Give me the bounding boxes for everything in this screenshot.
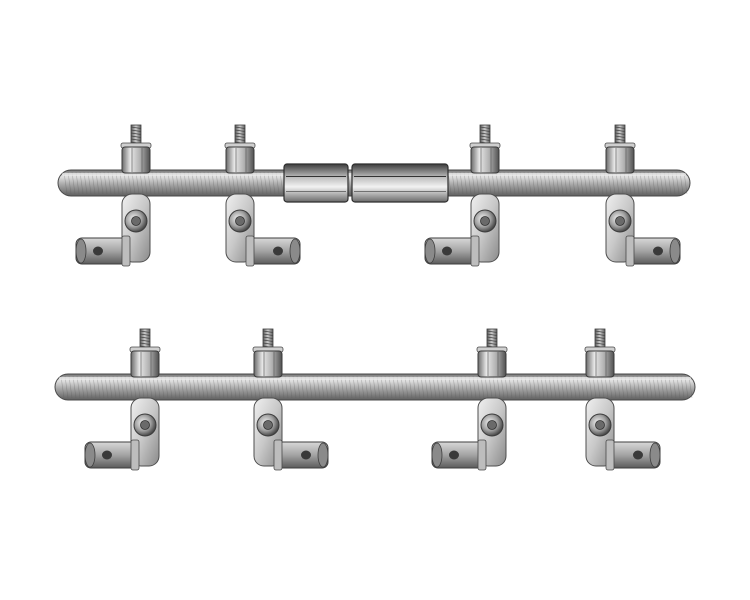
assembly-1-connector-1: [283, 163, 349, 203]
assembly-2-rod: [54, 373, 696, 401]
assembly-1-nut-4: [605, 146, 635, 174]
assembly-2-clamp-2-clamp-face: [317, 442, 329, 468]
assembly-1-clamp-1-clamp-collar: [121, 235, 131, 267]
fixator-assembly-2: [54, 328, 696, 471]
assembly-2-nut-3: [477, 350, 507, 378]
assembly-2-clamp-3-clamp-hole: [449, 450, 459, 460]
assembly-1-clamp-1-bolt-socket: [131, 216, 141, 226]
assembly-2-clamp-1: [84, 328, 161, 471]
assembly-2-clamp-3: [431, 328, 508, 471]
assembly-2-clamp-1-clamp-hole: [102, 450, 112, 460]
assembly-1-nut-2: [225, 146, 255, 174]
assembly-1-connector-2: [351, 163, 449, 203]
assembly-1-clamp-1-clamp-face: [75, 238, 87, 264]
assembly-2-clamp-3-clamp-collar: [477, 439, 487, 471]
assembly-1-clamp-3-clamp-face: [424, 238, 436, 264]
assembly-1-nut-1: [121, 146, 151, 174]
assembly-2-clamp-1-bolt-socket: [140, 420, 150, 430]
assembly-1-clamp-2-clamp-hole: [273, 246, 283, 256]
assembly-1-clamp-1-clamp-hole: [93, 246, 103, 256]
assembly-1-clamp-2-clamp-face: [289, 238, 301, 264]
assembly-2-nut-4: [585, 350, 615, 378]
assembly-2-clamp-2-clamp-hole: [301, 450, 311, 460]
assembly-2-clamp-1-clamp-face: [84, 442, 96, 468]
assembly-2-clamp-1-clamp-collar: [130, 439, 140, 471]
assembly-2-clamp-4-bolt-socket: [595, 420, 605, 430]
assembly-2-rod-highlight: [59, 377, 691, 380]
assembly-1-clamp-2: [224, 124, 301, 267]
assembly-2-clamp-3-clamp-face: [431, 442, 443, 468]
assembly-1-clamp-3-bolt-socket: [480, 216, 490, 226]
assembly-2-clamp-2-bolt-socket: [263, 420, 273, 430]
assembly-2-clamp-2: [252, 328, 329, 471]
assembly-1-clamp-2-bolt-socket: [235, 216, 245, 226]
assembly-1-clamp-4: [604, 124, 681, 267]
assembly-2-clamp-3-bolt-socket: [487, 420, 497, 430]
assembly-1-clamp-4-clamp-hole: [653, 246, 663, 256]
assembly-1-clamp-3-clamp-collar: [470, 235, 480, 267]
assembly-2-clamp-4-clamp-collar: [605, 439, 615, 471]
assembly-2-clamp-4: [584, 328, 661, 471]
assembly-1-clamp-3-clamp-hole: [442, 246, 452, 256]
fixator-assembly-1: [57, 124, 691, 267]
assembly-1-clamp-1: [75, 124, 152, 267]
assembly-2-nut-2: [253, 350, 283, 378]
assembly-1-clamp-4-bolt-socket: [615, 216, 625, 226]
assembly-1-clamp-4-clamp-collar: [625, 235, 635, 267]
assembly-2-clamp-4-clamp-face: [649, 442, 661, 468]
assembly-1-nut-3: [470, 146, 500, 174]
assembly-1-clamp-2-clamp-collar: [245, 235, 255, 267]
assembly-2-clamp-2-clamp-collar: [273, 439, 283, 471]
assembly-2-clamp-4-clamp-hole: [633, 450, 643, 460]
assembly-1-clamp-4-clamp-face: [669, 238, 681, 264]
assembly-2-nut-1: [130, 350, 160, 378]
assembly-1-clamp-3: [424, 124, 501, 267]
